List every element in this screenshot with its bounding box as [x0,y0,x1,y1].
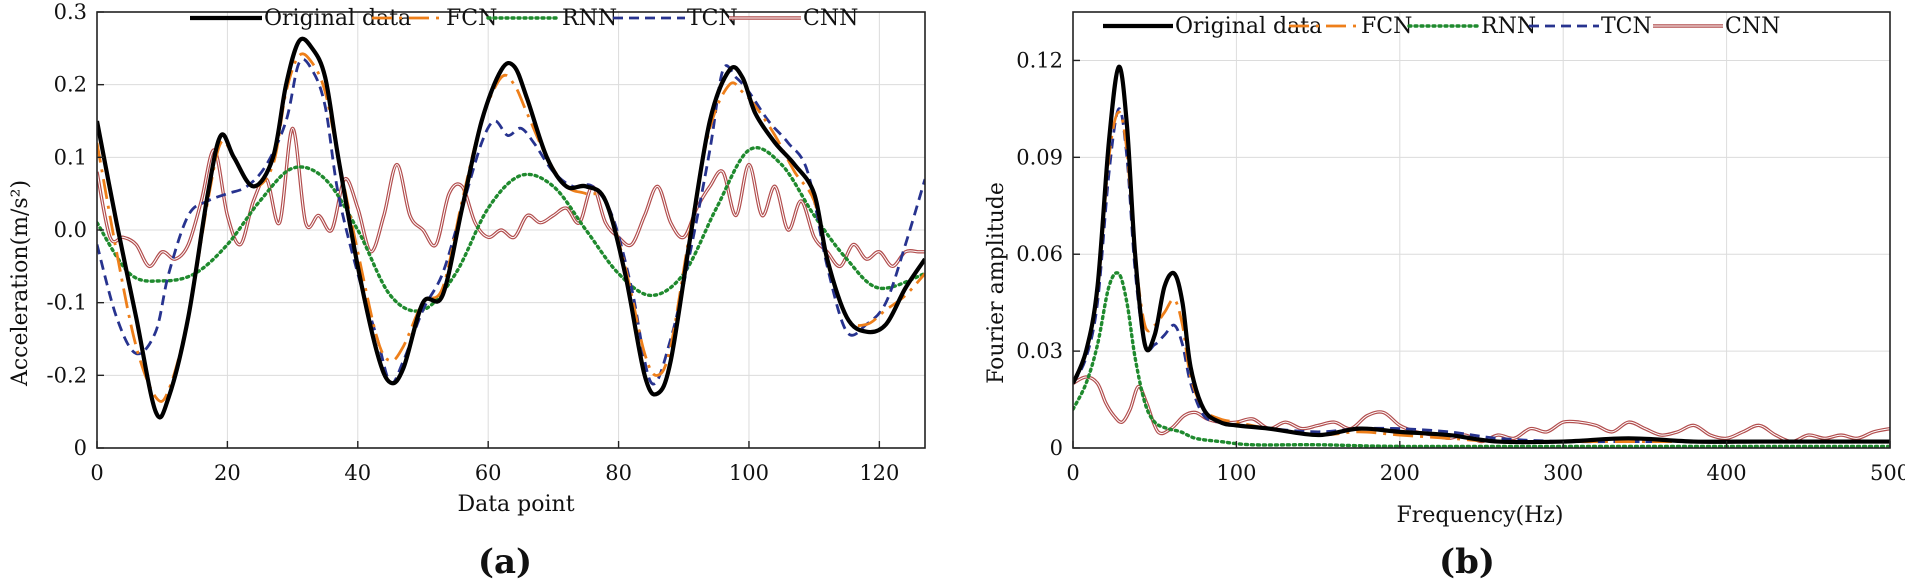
panel-a-xtick-label: 60 [475,461,502,485]
panel-b-legend-item-cnn: CNN [1653,14,1780,39]
panel-a-legend-item-cnn: CNN [729,6,858,31]
panel-b-xtick-label: 300 [1543,461,1583,485]
panel-a-ytick-label: 0 [74,436,87,460]
panel-a-ytick-label: -0.2 [47,363,88,387]
panel-a-label: (a) [478,542,532,582]
panel-b-ytick-label: 0.12 [1016,48,1063,72]
panel-b-ticks: 0 100 200 300 400 500 0 0.03 0.06 0.09 0.12 [1016,48,1905,485]
panel-a-ytick-label: -0.1 [47,291,88,315]
panel-b-ytick-label: 0.06 [1016,242,1063,266]
panel-a-series-rnn [97,146,925,313]
panel-b-xlabel: Frequency(Hz) [1397,503,1564,528]
panel-b-xtick-label: 0 [1066,461,1079,485]
panel-a-xtick-label: 100 [729,461,769,485]
panel-a-legend-item-rnn: RNN [486,6,617,31]
panel-a-xlabel: Data point [457,492,574,517]
panel-a-xtick-label: 0 [90,461,103,485]
panel-b-chart: 0 100 200 300 400 500 0 0.03 0.06 0.09 0.12 Origin… [984,11,1905,582]
panel-a-series-cnn [97,126,925,269]
panel-a-series-fcn [97,52,925,403]
panel-a-legend-item-tcn: TCN [613,6,738,31]
panel-b-series-original [1073,64,1890,445]
panel-b-series-rnn [1073,271,1890,448]
panel-a-legend-label-rnn: RNN [562,6,617,31]
panel-a-ylabel: Acceleration(m/s²) [8,180,33,387]
panel-b-legend-label-fcn: FCN [1361,14,1412,39]
panel-b-series-tcn [1073,107,1890,444]
panel-b-xtick-label: 200 [1380,461,1420,485]
panel-b-legend-label-rnn: RNN [1481,14,1536,39]
panel-b-plot-frame [1072,11,1891,449]
panel-a-ytick-label: 0.2 [54,73,87,97]
panel-a-series-cnn-inner [97,127,925,267]
panel-b-legend: Original data FCN RNN TCN CNN [1103,14,1780,39]
panel-b-xtick-label: 100 [1216,461,1256,485]
panel-b-xtick-label: 500 [1870,461,1905,485]
panel-b-legend-label-cnn: CNN [1725,14,1780,39]
panel-a-legend-label-cnn: CNN [803,6,858,31]
panel-b-legend-item-original: Original data [1103,14,1322,39]
panel-b-ylabel: Fourier amplitude [984,182,1009,384]
panel-a-series-tcn [97,58,925,386]
panel-a-series-original [97,36,925,420]
panel-b-series [1073,64,1890,448]
panel-a-xtick-label: 120 [859,461,899,485]
panel-b-legend-label-tcn: TCN [1601,14,1652,39]
panel-a-legend: Original data FCN RNN TCN CNN [190,6,858,31]
panel-a-ytick-label: 0.0 [54,218,87,242]
panel-a-ytick-label: 0.3 [54,0,87,24]
panel-b-ytick-label: 0.03 [1016,339,1063,363]
panel-b-legend-item-tcn: TCN [1529,14,1652,39]
panel-b-label: (b) [1439,542,1495,582]
panel-a-xtick-label: 80 [605,461,632,485]
panel-a-grid [96,11,925,449]
panel-b-legend-item-fcn: FCN [1289,14,1412,39]
panel-b-xtick-label: 400 [1707,461,1747,485]
panel-b-legend-item-rnn: RNN [1407,14,1536,39]
panel-a-series [97,36,925,420]
panel-a-xtick-label: 20 [214,461,241,485]
panel-b-ytick-label: 0.09 [1016,145,1063,169]
panel-a-ticks: 0 20 40 60 80 100 120 0 -0.2 -0.1 0.0 0.1 0.2 0.3 [47,0,900,485]
panel-b-ytick-label: 0 [1050,436,1063,460]
panel-a-ytick-label: 0.1 [54,145,87,169]
panel-a-xtick-label: 40 [344,461,371,485]
